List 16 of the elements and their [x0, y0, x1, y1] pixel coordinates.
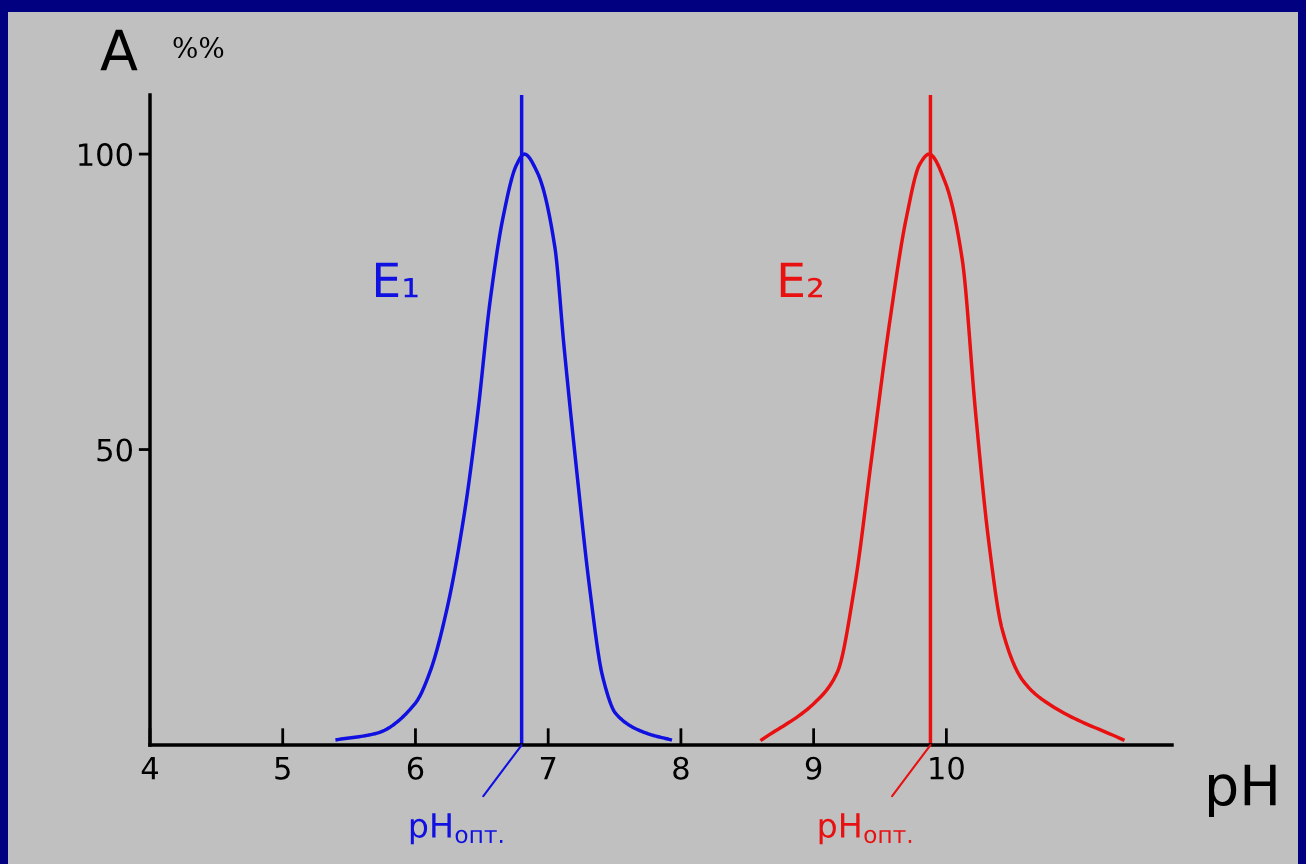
- x-tick-label: 10: [930, 756, 964, 780]
- x-tick-label: 4: [141, 757, 159, 780]
- series-label: E₁: [375, 262, 418, 298]
- legend-label: pH$_{опт.}$: [410, 813, 503, 845]
- x-tick-label: 9: [805, 756, 822, 780]
- y-tick-label: 50: [97, 438, 132, 462]
- text: %%: [173, 37, 224, 59]
- x-tick-label: 5: [275, 757, 290, 780]
- x-axis-title: pH: [1208, 764, 1276, 817]
- x-tick-label: 6: [407, 756, 424, 780]
- x-tick-label: 8: [673, 756, 689, 780]
- x-tick-label: 7: [540, 757, 556, 780]
- y-tick-label: 100: [79, 143, 132, 167]
- legend-label: pH$_{опт.}$: [819, 813, 912, 845]
- series-label: E₂: [780, 262, 822, 298]
- y-axis-title: A: [100, 29, 138, 71]
